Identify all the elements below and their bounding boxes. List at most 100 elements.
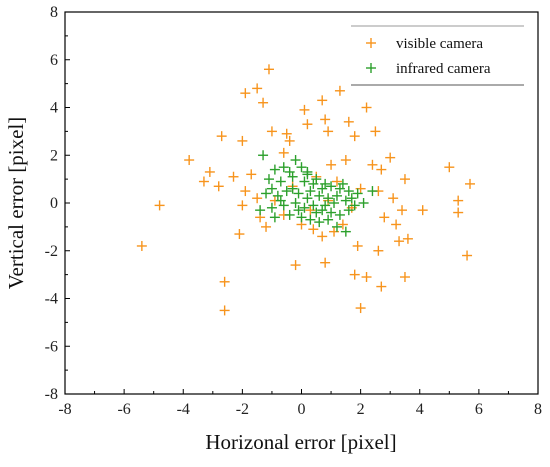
point-infrared-camera [314,217,325,228]
point-visible-camera [355,303,366,314]
tick-labels: -8 -6 -4 -2 0 2 4 6 8 -8 -6 -4 -2 0 2 4 6 8 [45,4,542,418]
point-visible-camera [240,186,251,197]
y-tick-label: 8 [50,4,58,21]
point-visible-camera [388,193,399,204]
point-visible-camera [391,219,402,230]
point-visible-camera [397,205,408,216]
point-infrared-camera [323,214,334,225]
point-infrared-camera [358,198,369,208]
point-visible-camera [343,116,354,127]
legend-item-infrared-camera: infrared camera [366,61,491,77]
point-visible-camera [228,171,239,182]
legend-item-visible-camera: visible camera [366,36,483,52]
point-visible-camera [204,166,215,177]
x-tick-label: -6 [117,401,130,418]
point-visible-camera [284,135,295,146]
point-infrared-camera [287,183,298,194]
point-visible-camera [379,212,390,223]
point-visible-camera [219,276,230,287]
point-visible-camera [340,155,351,166]
point-visible-camera [462,250,473,261]
point-infrared-camera [317,183,328,194]
point-infrared-camera [367,186,378,197]
point-infrared-camera [293,205,304,216]
point-visible-camera [331,176,342,187]
point-infrared-camera [263,174,274,185]
point-visible-camera [326,159,337,170]
point-visible-camera [399,272,410,283]
point-infrared-camera [320,200,331,211]
point-visible-camera [367,159,378,170]
point-visible-camera [444,162,455,173]
point-visible-camera [252,193,263,204]
point-visible-camera [334,85,345,96]
point-visible-camera [337,219,348,230]
point-infrared-camera [284,166,295,177]
point-infrared-camera [266,202,277,213]
legend-label-infrared-camera: infrared camera [396,61,491,77]
point-visible-camera [219,305,230,316]
point-visible-camera [394,236,405,247]
point-infrared-camera [340,226,351,237]
point-visible-camera [299,104,310,115]
point-visible-camera [290,260,301,271]
data-points [136,64,476,316]
x-tick-label: 4 [416,401,424,418]
point-infrared-camera [296,162,307,173]
point-visible-camera [136,240,147,251]
point-infrared-camera [346,193,357,204]
point-visible-camera [370,126,381,137]
y-axis-title: Vertical error [pixel] [4,117,28,290]
point-visible-camera [281,128,292,139]
point-visible-camera [317,95,328,106]
point-infrared-camera [343,186,354,197]
point-infrared-camera [269,212,280,223]
point-infrared-camera [266,183,277,194]
point-visible-camera [323,126,334,137]
point-visible-camera [376,281,387,292]
point-visible-camera [237,135,248,146]
y-tick-label: -6 [45,338,58,355]
point-visible-camera [240,88,251,99]
point-infrared-camera [299,176,310,187]
point-infrared-camera [331,221,342,232]
point-infrared-camera [349,200,360,211]
point-infrared-camera [352,188,363,199]
point-infrared-camera [331,190,342,201]
point-infrared-camera [302,169,313,180]
point-infrared-camera [337,178,348,189]
x-tick-label: 2 [357,401,365,418]
point-visible-camera [417,205,428,216]
point-infrared-camera [296,212,307,223]
point-visible-camera [453,207,464,218]
point-visible-camera [399,174,410,185]
point-visible-camera [252,83,263,94]
point-infrared-camera [299,202,310,213]
point-visible-camera [465,178,476,189]
point-infrared-camera [275,195,286,206]
point-infrared-camera [290,155,301,166]
y-tick-label: -8 [45,386,58,403]
point-visible-camera [266,126,277,137]
x-tick-label: 6 [475,401,483,418]
point-visible-camera [261,221,272,232]
point-visible-camera [302,119,313,130]
x-tick-label: -8 [58,401,71,418]
point-infrared-camera [293,188,304,199]
legend-label-visible-camera: visible camera [396,36,483,52]
point-infrared-camera [314,190,325,201]
x-tick-label: -2 [236,401,249,418]
plot-frame [64,11,539,395]
point-infrared-camera [302,193,313,204]
point-infrared-camera [326,207,337,218]
point-visible-camera [213,181,224,192]
point-visible-camera [237,200,248,211]
point-infrared-camera [340,195,351,206]
y-tick-label: 4 [50,100,58,117]
point-infrared-camera [281,186,292,197]
point-infrared-camera [343,205,354,216]
point-infrared-camera [329,198,340,208]
point-visible-camera [184,155,195,166]
point-visible-camera [453,195,464,206]
